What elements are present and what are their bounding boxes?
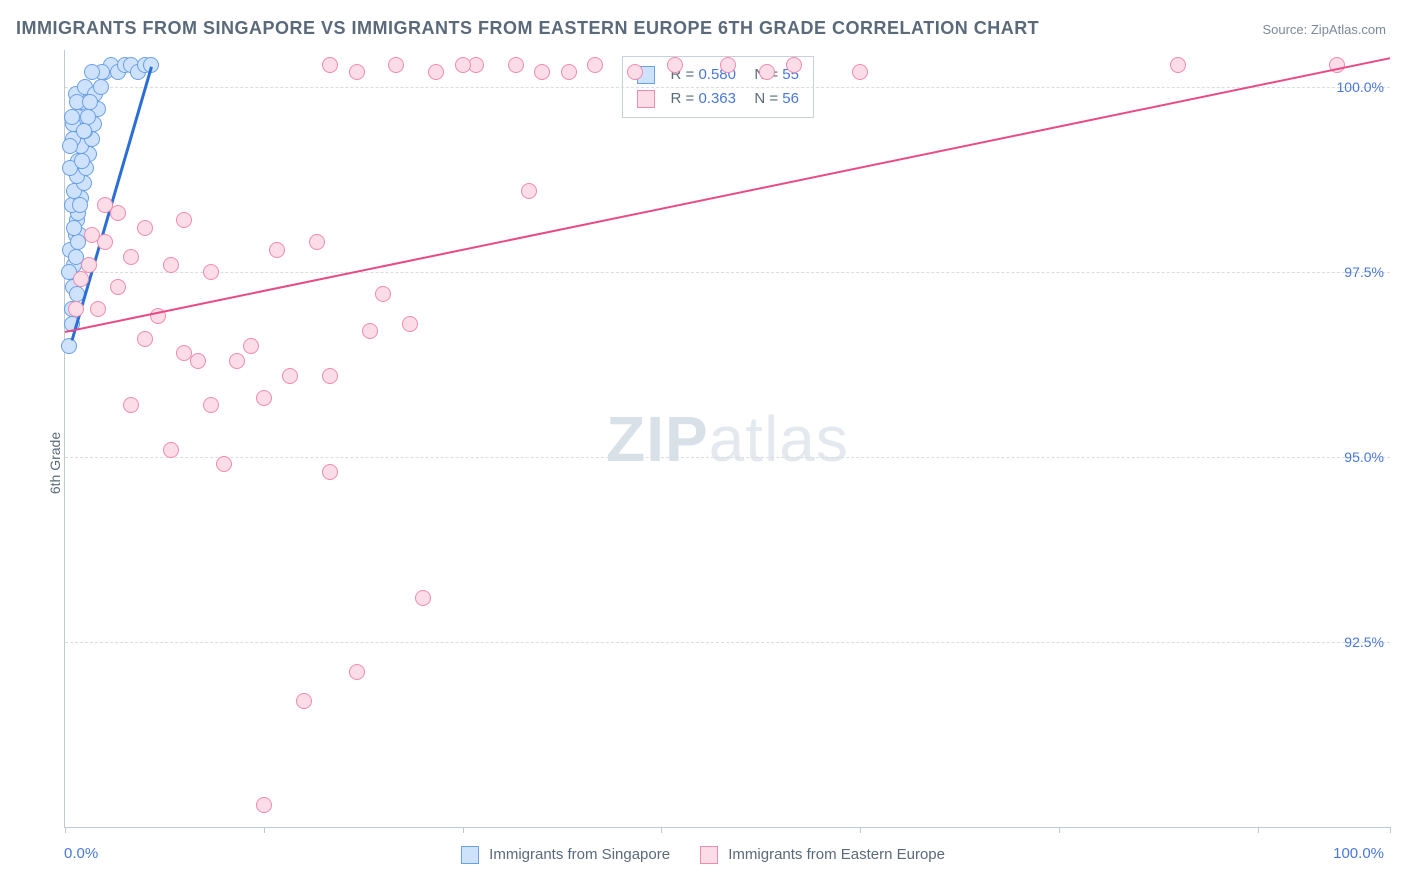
- x-axis-label-min: 0.0%: [64, 845, 98, 862]
- stats-row: R = 0.363 N = 56: [637, 87, 799, 111]
- x-tick: [860, 827, 861, 833]
- data-point: [349, 64, 365, 80]
- data-point: [508, 57, 524, 73]
- source-link[interactable]: ZipAtlas.com: [1311, 22, 1386, 37]
- data-point: [203, 397, 219, 413]
- data-point: [269, 242, 285, 258]
- data-point: [415, 590, 431, 606]
- data-point: [61, 338, 77, 354]
- data-point: [137, 220, 153, 236]
- data-point: [282, 368, 298, 384]
- data-point: [561, 64, 577, 80]
- data-point: [163, 442, 179, 458]
- data-point: [1170, 57, 1186, 73]
- series-legend: Immigrants from Singapore Immigrants fro…: [461, 846, 945, 864]
- data-point: [243, 338, 259, 354]
- x-tick: [1390, 827, 1391, 833]
- data-point: [216, 456, 232, 472]
- data-point: [64, 109, 80, 125]
- y-axis-label: 6th Grade: [47, 432, 63, 494]
- data-point: [84, 64, 100, 80]
- legend-item: Immigrants from Eastern Europe: [700, 846, 945, 864]
- data-point: [362, 323, 378, 339]
- data-point: [667, 57, 683, 73]
- swatch-series-1: [700, 846, 718, 864]
- chart-title: IMMIGRANTS FROM SINGAPORE VS IMMIGRANTS …: [16, 18, 1039, 39]
- data-point: [123, 397, 139, 413]
- data-point: [375, 286, 391, 302]
- x-tick: [1258, 827, 1259, 833]
- data-point: [62, 138, 78, 154]
- data-point: [402, 316, 418, 332]
- data-point: [322, 368, 338, 384]
- data-point: [203, 264, 219, 280]
- data-point: [84, 227, 100, 243]
- data-point: [74, 153, 90, 169]
- data-point: [852, 64, 868, 80]
- data-point: [256, 390, 272, 406]
- gridline: [65, 642, 1390, 643]
- plot-area: ZIPatlas R = 0.580 N = 55 R = 0.363 N = …: [64, 50, 1390, 828]
- data-point: [388, 57, 404, 73]
- data-point: [163, 257, 179, 273]
- gridline: [65, 457, 1390, 458]
- data-point: [190, 353, 206, 369]
- data-point: [76, 123, 92, 139]
- y-tick-label: 95.0%: [1344, 449, 1384, 465]
- source-label: Source: ZipAtlas.com: [1262, 22, 1386, 37]
- swatch-series-1: [637, 90, 655, 108]
- data-point: [229, 353, 245, 369]
- y-tick-label: 100.0%: [1337, 79, 1384, 95]
- data-point: [81, 257, 97, 273]
- x-axis-label-max: 100.0%: [1333, 845, 1384, 862]
- data-point: [80, 109, 96, 125]
- data-point: [90, 301, 106, 317]
- y-tick-label: 92.5%: [1344, 634, 1384, 650]
- data-point: [786, 57, 802, 73]
- x-tick: [264, 827, 265, 833]
- data-point: [521, 183, 537, 199]
- data-point: [176, 212, 192, 228]
- data-point: [322, 57, 338, 73]
- data-point: [73, 271, 89, 287]
- data-point: [93, 79, 109, 95]
- gridline: [65, 272, 1390, 273]
- x-tick: [65, 827, 66, 833]
- data-point: [66, 220, 82, 236]
- data-point: [455, 57, 471, 73]
- data-point: [720, 57, 736, 73]
- watermark: ZIPatlas: [606, 402, 849, 476]
- data-point: [759, 64, 775, 80]
- data-point: [82, 94, 98, 110]
- legend-item: Immigrants from Singapore: [461, 846, 670, 864]
- data-point: [587, 57, 603, 73]
- data-point: [309, 234, 325, 250]
- x-tick: [1059, 827, 1060, 833]
- data-point: [256, 797, 272, 813]
- data-point: [428, 64, 444, 80]
- data-point: [534, 64, 550, 80]
- x-tick: [463, 827, 464, 833]
- data-point: [349, 664, 365, 680]
- data-point: [322, 464, 338, 480]
- swatch-series-0: [461, 846, 479, 864]
- data-point: [72, 197, 88, 213]
- chart-container: 6th Grade ZIPatlas R = 0.580 N = 55 R = …: [16, 50, 1390, 876]
- data-point: [110, 279, 126, 295]
- gridline: [65, 87, 1390, 88]
- data-point: [68, 301, 84, 317]
- y-tick-label: 97.5%: [1344, 264, 1384, 280]
- data-point: [97, 197, 113, 213]
- data-point: [296, 693, 312, 709]
- x-tick: [661, 827, 662, 833]
- data-point: [123, 249, 139, 265]
- data-point: [627, 64, 643, 80]
- data-point: [137, 331, 153, 347]
